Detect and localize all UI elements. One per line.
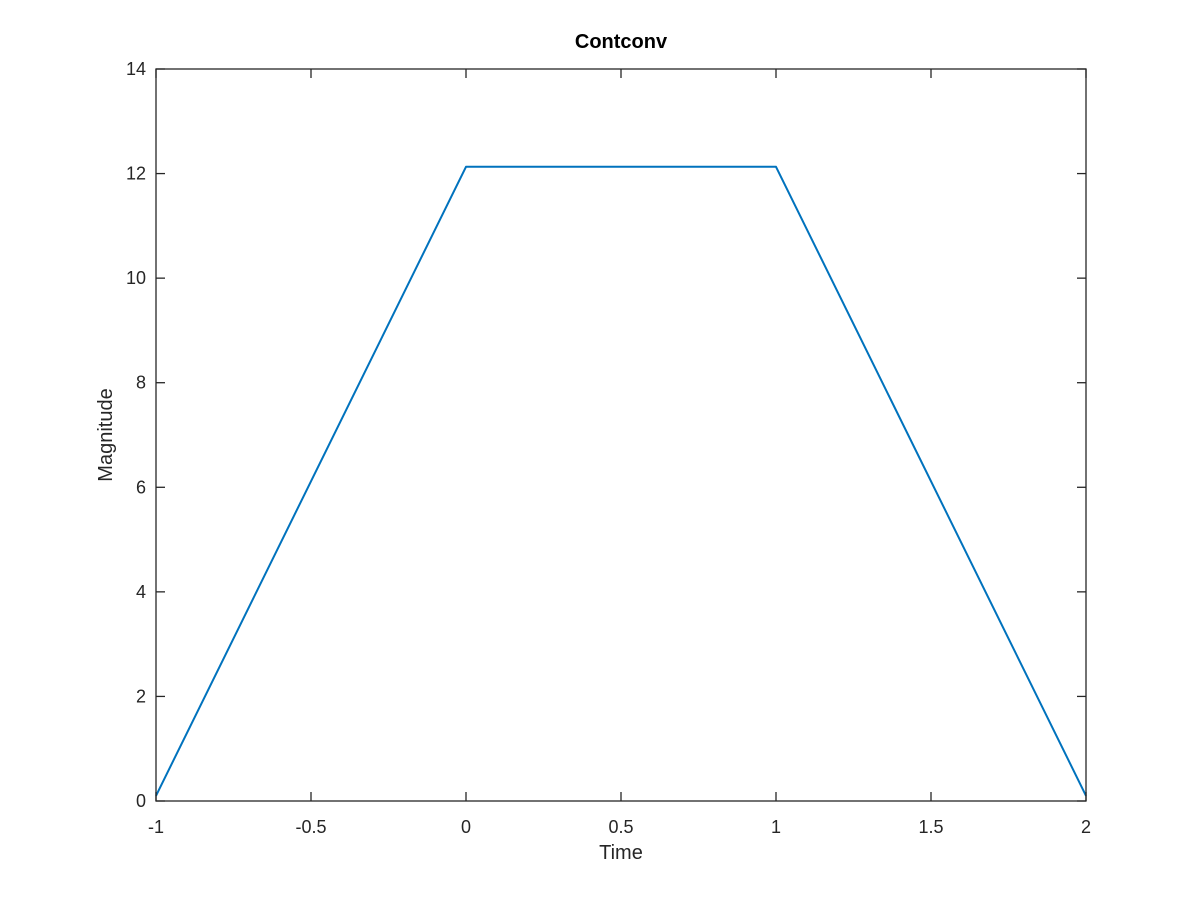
axes-box [155,68,1087,802]
plot-area [156,69,1086,801]
y-tick-label-5: 10 [126,268,146,288]
x-tick-labels: -1 -0.5 0 0.5 1 1.5 2 [148,817,1091,837]
y-tick-label-0: 0 [136,791,146,811]
x-tick-label-2: 0 [461,817,471,837]
series-layer [155,165,1087,797]
y-tick-label-3: 6 [136,477,146,497]
y-tick-labels: 0 2 4 6 8 10 12 14 [126,59,146,811]
y-tick-label-7: 14 [126,59,146,79]
y-tick-label-2: 4 [136,582,146,602]
x-tick-label-1: -0.5 [295,817,326,837]
x-tick-label-6: 2 [1081,817,1091,837]
series-line-0 [155,165,1087,797]
y-tick-label-1: 2 [136,686,146,706]
y-tick-label-6: 12 [126,164,146,184]
y-axis-label: Magnitude [95,388,117,481]
x-tick-label-3: 0.5 [608,817,633,837]
x-axis-label: Time [599,842,643,864]
chart-title: Contconv [575,31,668,53]
x-tick-label-5: 1.5 [918,817,943,837]
x-tick-label-4: 1 [771,817,781,837]
y-tick-label-4: 8 [136,373,146,393]
x-tick-label-0: -1 [148,817,164,837]
